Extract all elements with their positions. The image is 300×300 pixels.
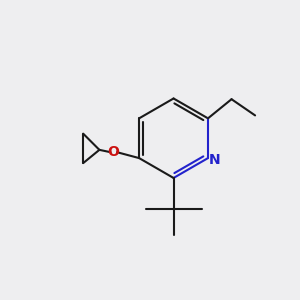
Text: N: N [208,153,220,166]
Text: O: O [108,145,119,159]
